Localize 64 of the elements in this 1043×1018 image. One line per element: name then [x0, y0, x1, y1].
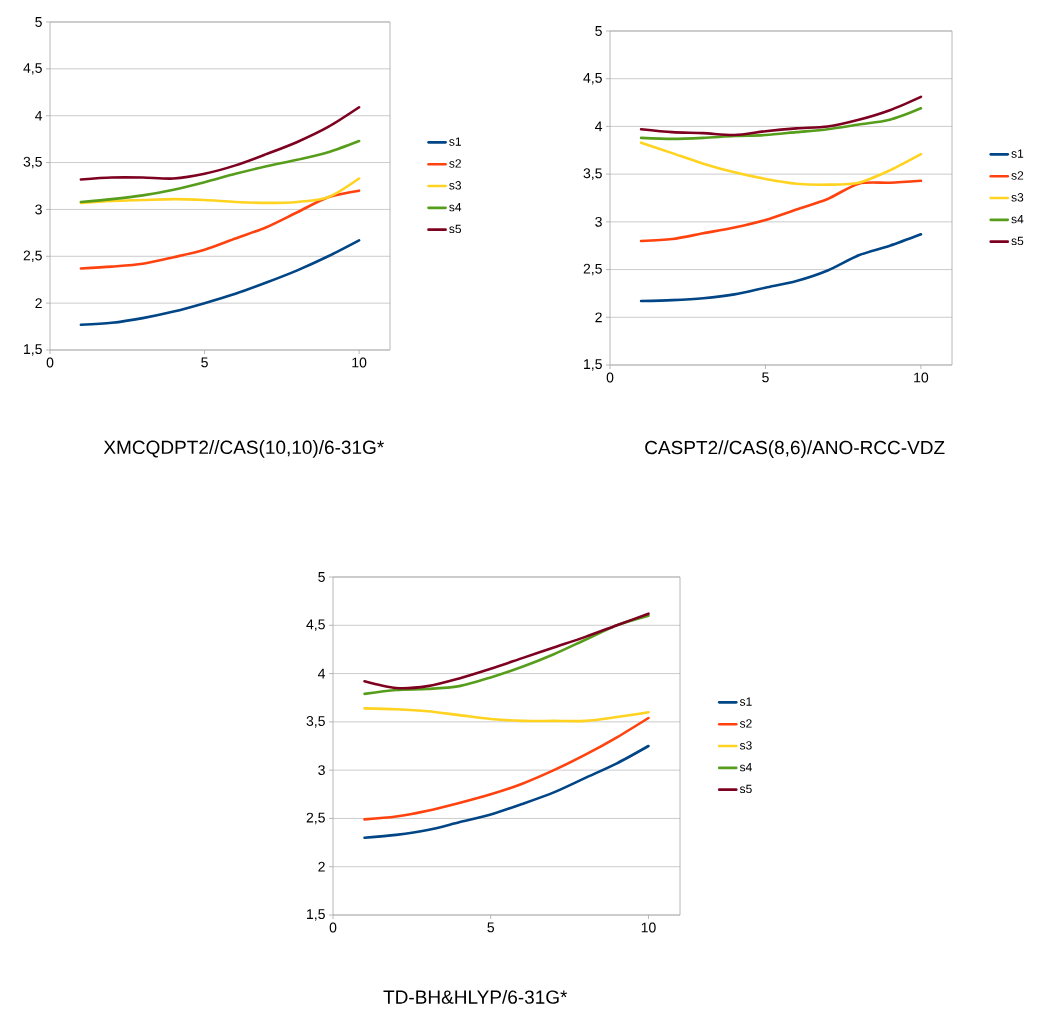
- y-tick-label: 2: [35, 298, 42, 309]
- y-tick-label: 1,5: [24, 344, 42, 356]
- legend-label: s3: [739, 741, 752, 750]
- text: CASPT2//CAS(8,6)/ANO-RCC-VDZ: [645, 440, 945, 459]
- y-tick-label: 3,5: [583, 168, 602, 180]
- line-series: [79, 177, 361, 205]
- y-tick-label: 3,5: [306, 716, 325, 728]
- legend-label: s5: [1011, 236, 1024, 246]
- line-series: [79, 239, 361, 326]
- legend-label: s3: [449, 181, 462, 190]
- line-series: [639, 232, 923, 303]
- legend-label: s1: [1011, 149, 1024, 158]
- x-tick-label: 5: [201, 357, 208, 368]
- y-tick-label: 4: [318, 668, 326, 679]
- x-tick-label: 0: [329, 922, 337, 933]
- y-tick-label: 1,5: [307, 909, 325, 921]
- legend-label: s4: [1011, 215, 1024, 224]
- legend-label: s2: [739, 719, 752, 728]
- x-tick-label: 0: [606, 372, 614, 383]
- y-tick-label: 3: [595, 216, 602, 227]
- y-tick-label: 4: [595, 121, 603, 132]
- y-tick-label: 3: [35, 204, 42, 215]
- y-tick-label: 3,5: [23, 156, 42, 169]
- x-tick-label: 5: [762, 372, 769, 383]
- y-tick-label: 5: [35, 17, 42, 27]
- legend-label: s5: [449, 224, 462, 234]
- text: XMCQDPT2//CAS(10,10)/6-31G*: [103, 440, 384, 458]
- legend-label: s2: [449, 159, 461, 168]
- x-tick-label: 0: [46, 357, 54, 368]
- line-series: [639, 106, 923, 141]
- y-tick-label: 2,5: [583, 263, 602, 276]
- legend-label: s3: [1011, 193, 1024, 202]
- legend-label: s1: [739, 697, 752, 706]
- legend-label: s4: [739, 763, 752, 772]
- y-tick-label: 5: [318, 572, 325, 582]
- x-tick-label: 5: [487, 922, 495, 933]
- y-tick-label: 2,5: [23, 250, 42, 263]
- line-series: [639, 179, 923, 243]
- line-series: [363, 716, 650, 821]
- line-series: [79, 139, 361, 204]
- line-series: [363, 707, 650, 723]
- y-tick-label: 4,5: [306, 619, 325, 631]
- legend-label: s5: [739, 784, 752, 794]
- line-series: [639, 95, 923, 137]
- line-series: [79, 105, 361, 181]
- line-series: [363, 744, 650, 840]
- y-tick-label: 3: [318, 765, 325, 776]
- y-tick-label: 2: [595, 312, 602, 323]
- y-tick-label: 4: [35, 110, 43, 121]
- text: TD-BH&HLYP/6-31G*: [383, 989, 568, 1004]
- y-tick-label: 4,5: [23, 63, 42, 75]
- x-tick-label: 10: [641, 922, 656, 933]
- y-tick-label: 1,5: [584, 359, 602, 371]
- y-tick-label: 2: [318, 861, 325, 872]
- x-tick-label: 10: [914, 372, 929, 383]
- line-series: [639, 141, 923, 186]
- y-tick-label: 2,5: [306, 812, 325, 825]
- legend-label: s4: [449, 203, 462, 212]
- y-tick-label: 4,5: [583, 73, 602, 85]
- y-tick-label: 5: [595, 26, 602, 36]
- x-tick-label: 10: [352, 357, 367, 368]
- legend-label: s2: [1011, 171, 1024, 180]
- line-series: [79, 189, 361, 270]
- legend-label: s1: [449, 137, 461, 146]
